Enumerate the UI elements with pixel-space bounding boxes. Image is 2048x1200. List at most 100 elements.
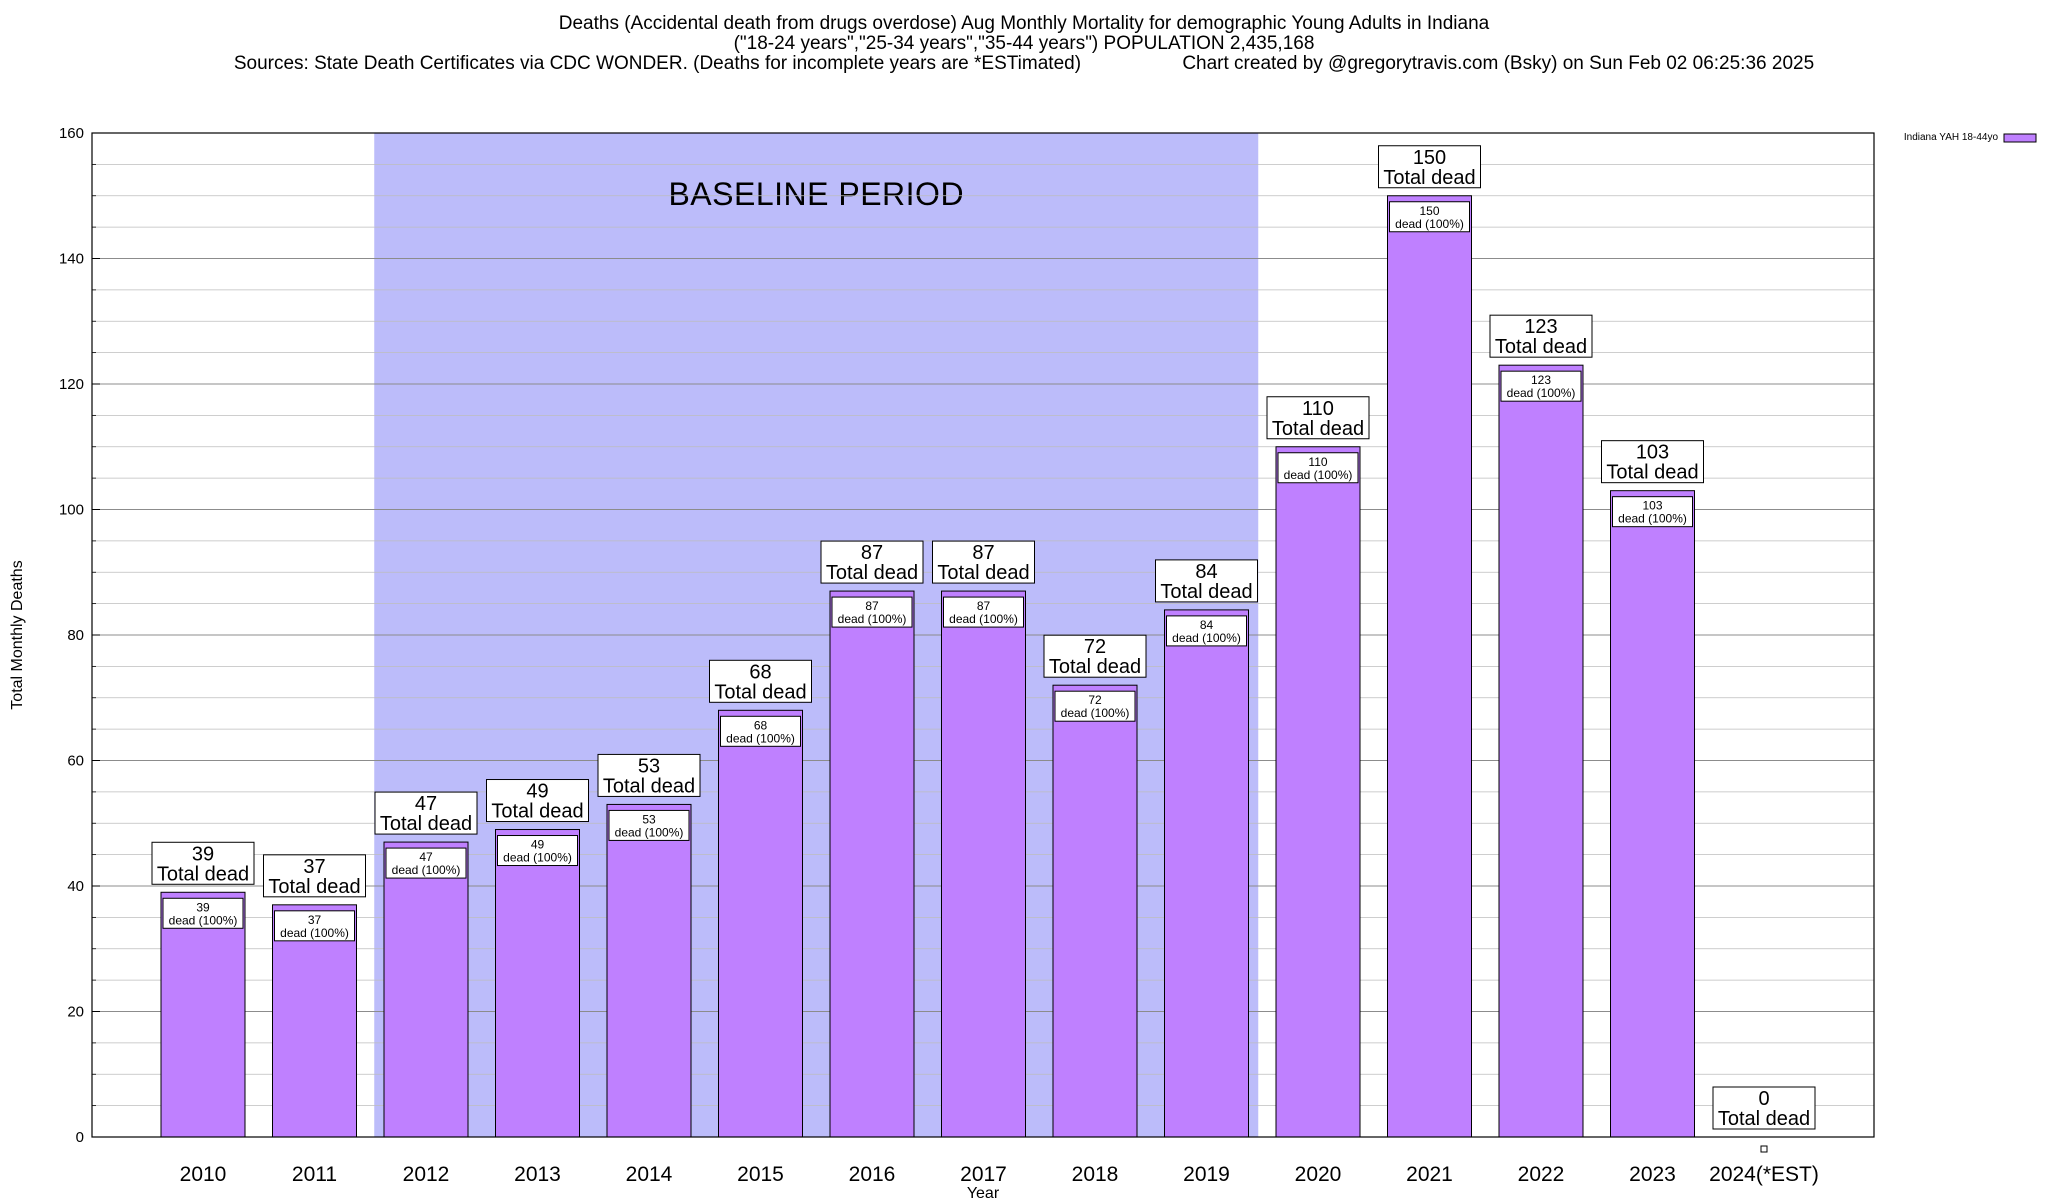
bar (718, 709, 803, 1138)
y-axis-title: Total Monthly Deaths (9, 560, 26, 709)
inner-label-value: 68 (754, 718, 768, 732)
inner-label-box (497, 835, 578, 867)
inner-label-pct: dead (100%) (280, 926, 349, 940)
x-tick-label: 2011 (292, 1163, 337, 1186)
credit-text: Chart created by @gregorytravis.com (Bsk… (1182, 53, 1815, 74)
inner-label-pct: dead (100%) (1284, 468, 1353, 482)
total-label-value: 68 (749, 661, 771, 683)
total-label-box (820, 540, 924, 584)
inner-label-value: 47 (419, 850, 433, 864)
x-tick-label: 2018 (1072, 1163, 1119, 1186)
total-label-text: Total dead (268, 876, 360, 898)
inner-label-box (162, 897, 244, 929)
inner-label-box (274, 910, 355, 942)
legend-label: Indiana YAH 18-44yo (1904, 132, 1999, 143)
inner-label-box (1054, 690, 1136, 722)
inner-label-pct: dead (100%) (1507, 386, 1576, 400)
total-label-box (709, 659, 812, 703)
y-tick-label: 0 (76, 1129, 84, 1146)
inner-label-value: 110 (1308, 455, 1327, 469)
y-tick-label: 60 (67, 753, 84, 770)
y-tick-label: 100 (59, 502, 84, 519)
total-label-box (597, 753, 701, 797)
baseline-period-label: BASELINE PERIOD (668, 176, 964, 212)
inner-label-box (1166, 615, 1247, 647)
inner-label-value: 39 (196, 900, 210, 914)
total-label-box (263, 854, 366, 898)
total-label-value: 84 (1195, 561, 1217, 583)
y-tick-label: 80 (67, 627, 84, 644)
bar (383, 841, 469, 1138)
total-label-value: 39 (192, 843, 214, 865)
bar-zero-marker (1760, 1145, 1768, 1153)
total-label-value: 47 (415, 793, 437, 815)
inner-label-value: 103 (1642, 499, 1662, 513)
bar (1275, 446, 1361, 1138)
total-label-box (1712, 1086, 1816, 1130)
y-tick-label: 20 (67, 1004, 84, 1021)
inner-label-pct: dead (100%) (838, 612, 907, 626)
bar (1052, 684, 1138, 1138)
total-label-value: 87 (861, 542, 883, 564)
x-tick-label: 2012 (403, 1163, 450, 1186)
inner-label-box (831, 596, 913, 628)
inner-label-box (1612, 496, 1693, 528)
total-label-text: Total dead (491, 801, 583, 823)
total-label-text: Total dead (1160, 581, 1252, 603)
inner-label-box (1277, 452, 1359, 484)
inner-label-pct: dead (100%) (615, 825, 684, 839)
total-label-value: 110 (1302, 398, 1334, 420)
total-label-value: 103 (1636, 442, 1669, 464)
total-label-text: Total dead (1272, 418, 1364, 440)
total-label-text: Total dead (157, 863, 249, 885)
total-label-value: 53 (638, 755, 660, 777)
inner-label-pct: dead (100%) (949, 612, 1018, 626)
total-label-text: Total dead (714, 681, 806, 703)
inner-label-value: 49 (531, 838, 545, 852)
bar (272, 904, 357, 1138)
inner-label-pct: dead (100%) (1172, 631, 1241, 645)
sources-text: Sources: State Death Certificates via CD… (233, 53, 1082, 74)
inner-label-box (385, 847, 467, 879)
inner-label-value: 72 (1088, 693, 1102, 707)
total-label-value: 123 (1524, 316, 1557, 338)
x-tick-label: 2013 (514, 1163, 561, 1186)
total-label-box (1378, 145, 1481, 189)
total-label-value: 49 (526, 781, 548, 803)
inner-label-pct: dead (100%) (392, 863, 461, 877)
total-label-value: 87 (972, 542, 994, 564)
bar (160, 891, 246, 1138)
bar (1498, 364, 1584, 1138)
legend-swatch (2003, 133, 2037, 143)
total-label-value: 37 (303, 856, 325, 878)
total-label-text: Total dead (380, 813, 472, 835)
inner-label-pct: dead (100%) (1618, 512, 1687, 526)
legend: Indiana YAH 18-44yo (1904, 132, 2037, 143)
x-tick-label: 2020 (1295, 1163, 1342, 1186)
inner-label-value: 37 (308, 913, 322, 927)
inner-label-box (608, 809, 690, 841)
bar (829, 590, 915, 1138)
chart-title-line-2: ("18-24 years","25-34 years","35-44 year… (733, 33, 1315, 54)
total-label-text: Total dead (937, 562, 1029, 584)
total-label-box (1266, 396, 1370, 440)
inner-label-pct: dead (100%) (1395, 217, 1464, 231)
total-label-value: 72 (1084, 636, 1106, 658)
total-label-box (932, 540, 1035, 584)
x-tick-label: 2015 (737, 1163, 784, 1186)
total-label-text: Total dead (1606, 462, 1698, 484)
x-axis-title: Year (967, 1185, 1000, 1200)
inner-label-pct: dead (100%) (169, 913, 238, 927)
inner-label-value: 123 (1531, 373, 1551, 387)
x-tick-label: 2022 (1518, 1163, 1565, 1186)
inner-label-value: 87 (865, 599, 879, 613)
total-label-text: Total dead (826, 562, 918, 584)
x-tick-label: 2019 (1183, 1163, 1230, 1186)
total-label-box (151, 841, 255, 885)
total-label-text: Total dead (1495, 336, 1587, 358)
x-tick-label: 2010 (180, 1163, 227, 1186)
inner-label-box (1389, 201, 1470, 233)
total-label-text: Total dead (1383, 167, 1475, 189)
